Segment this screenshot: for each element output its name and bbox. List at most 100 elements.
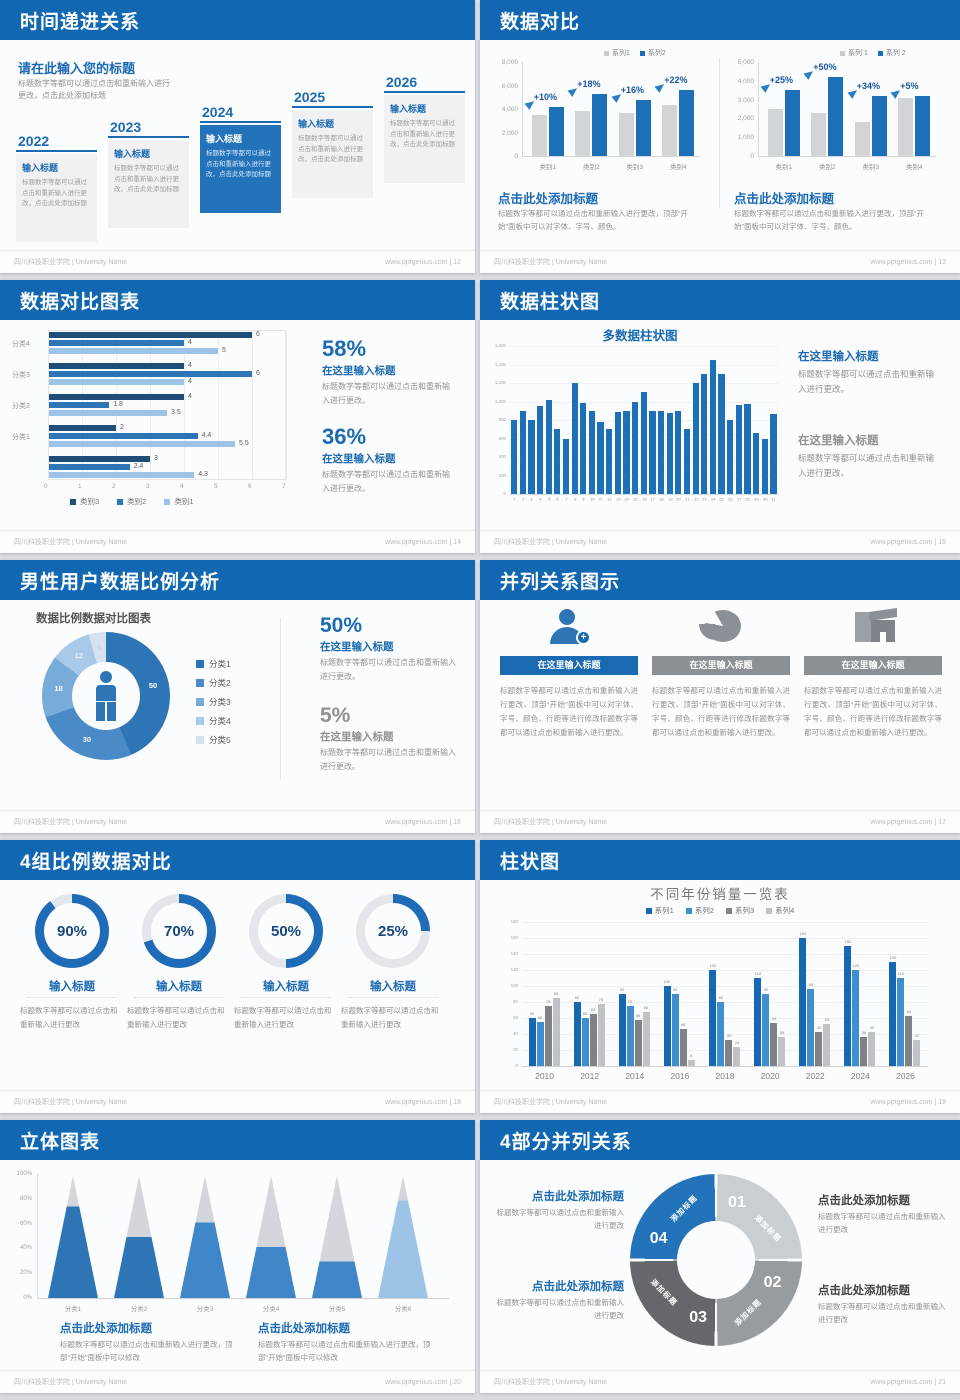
bar (913, 1040, 921, 1066)
x-category-label: 2024 (850, 1071, 870, 1081)
bar (642, 1011, 650, 1066)
bar-value-label: 90 (673, 987, 678, 992)
stat-body-text: 标题数字等都可以通过点击和重新输入进行更改。 (320, 748, 456, 771)
slide-cell: 数据柱状图 多数据柱状图 1,600 1,400 1,200 1,000 800 600 400… (480, 280, 960, 560)
footer-site-page: www.pptgenius.com | 12 (385, 258, 461, 266)
bar (687, 1059, 695, 1066)
slide-thumbnail-17[interactable]: 并列关系图示 + 在这里输入标题 标题数字等都可以通过点击和重新输入进行更改，顶部“开… (480, 560, 960, 833)
y-tick-label: 0 (503, 491, 506, 496)
hbar-value-label: 4.3 (198, 471, 208, 478)
slide-thumbnail-18[interactable]: 4组比例数据对比 90% 输入标题 标题数字等都可以通过点击和重新输入进行更改 70% 输… (0, 840, 475, 1113)
bar-value-label: 130 (889, 955, 897, 960)
column-body-text: 标题数字等都可以通过点击和重新输入进行更改，顶部“开始”面板中可以对字体、字号、… (652, 686, 790, 737)
bar (762, 994, 770, 1066)
legend-swatch (840, 50, 845, 56)
bar-series1 (767, 109, 783, 156)
y-gridline (510, 383, 778, 384)
stat-subtitle: 在这里输入标题 (798, 351, 879, 363)
timeline-box: 输入标题 标题数字等都可以通过点击和重新输入进行更改，点击此处添加标题 (384, 95, 465, 183)
bar (725, 1040, 732, 1066)
timeline-year: 2023 (110, 119, 142, 135)
column-title-bar: 在这里输入标题 (652, 656, 790, 675)
slide-thumbnail-15[interactable]: 数据柱状图 多数据柱状图 1,600 1,400 1,200 1,000 800 600 400… (480, 280, 960, 553)
bar-value-label: 75 (628, 999, 633, 1004)
progress-ring-hole: 50% (258, 903, 314, 959)
chart-title: 多数据柱状图 (602, 329, 678, 343)
y-tick-label: 0 (514, 153, 518, 160)
legend-swatch (196, 717, 204, 725)
footer-site-page: www.pptgenius.com | 20 (385, 1378, 461, 1386)
hbar (48, 441, 235, 447)
legend-label: 系列3 (735, 906, 755, 915)
bar-value-label: 53 (824, 1016, 829, 1022)
legend-swatch (726, 907, 732, 914)
timeline-box-body: 标题数字等都可以通过点击和重新输入进行更改，点击此处添加标题 (22, 179, 87, 208)
timeline-box-title: 输入标题 (298, 119, 335, 129)
block-body-text: 标题数字等都可以通过点击和重新输入进行更改，顶部“开始”面板中可以修改 (258, 1340, 431, 1363)
chart-title: 不同年份销量一览表 (650, 887, 790, 902)
slide-body: 90% 输入标题 标题数字等都可以通过点击和重新输入进行更改 70% 输入标题 标题数字等… (0, 880, 475, 1090)
slide-title: 4组比例数据对比 (20, 851, 172, 873)
slide-thumbnail-19[interactable]: 柱状图 不同年份销量一览表 系列1 系列2 系列3 系列4 180 160 140 120 100 8… (480, 840, 960, 1113)
timeline-box-title: 输入标题 (22, 163, 59, 173)
bar (597, 421, 604, 494)
bar-series2 (548, 106, 564, 156)
x-tick-label: 31 (771, 497, 776, 502)
block-heading: 点击此处添加标题 (258, 1323, 350, 1335)
slide-thumbnail-13[interactable]: 数据对比 系列1 系列2 8,000 6,000 4,000 2,000 0 +10% 类别1 +1… (480, 0, 960, 273)
slide-thumbnail-14[interactable]: 数据对比图表 0 1 2 3 4 5 6 7 分类4 6 4 5 分类3 4 6 4 分类2 4 1.8 3.5 分类1 2… (0, 280, 475, 553)
legend-item: 系列2 (685, 905, 714, 916)
slide-body: 0 1 2 3 4 5 6 7 分类4 6 4 5 分类3 4 6 4 分类2 4 1.8 3.5 分类1 2 4.4 5.5… (0, 320, 475, 530)
timeline-box: 输入标题 标题数字等都可以通过点击和重新输入进行更改，点击此处添加标题 (200, 125, 281, 213)
timeline-item-2024: 2024 输入标题 标题数字等都可以通过点击和重新输入进行更改，点击此处添加标题 (200, 40, 281, 250)
slide-body: 01 添加标题 02 添加标题 03 添加标题 04 添加标题 点击此处添加标题 标题数字等都可以… (480, 1160, 960, 1370)
male-person-icon (95, 671, 117, 721)
x-category-label: 分类1 (64, 1306, 82, 1313)
x-gridline (116, 330, 117, 480)
x-gridline (184, 330, 185, 480)
footer-site-page: www.pptgenius.com | 17 (870, 818, 946, 826)
bar (554, 429, 561, 494)
hbar (48, 394, 184, 400)
slide-title-bar: 立体图表 (0, 1120, 475, 1160)
x-category-label: 类别1 (775, 164, 793, 171)
slide-cell: 柱状图 不同年份销量一览表 系列1 系列2 系列3 系列4 180 160 140 120 100 8… (480, 840, 960, 1120)
slide-thumbnail-12[interactable]: 时间递进关系 请在此输入您的标题 标题数字等都可以通过点击和重新输入进行更改，点击此… (0, 0, 475, 273)
slide-title: 并列关系图示 (500, 571, 621, 593)
y-tick-label: 2,000 (737, 115, 754, 123)
y-tick-label: 120 (510, 967, 518, 972)
bar (528, 1018, 536, 1066)
bar-series1 (575, 111, 591, 156)
bar-value-label: 36 (861, 1030, 867, 1035)
bar (889, 962, 897, 1066)
x-category-label: 类别4 (669, 164, 687, 171)
footer-school-name: 四川科技职业学院 | University Name (14, 1379, 128, 1386)
y-tick-label: 1,200 (494, 380, 506, 385)
slide-body: + 在这里输入标题 标题数字等都可以通过点击和重新输入进行更改，顶部“开始”面板中可… (480, 600, 960, 810)
x-tick-label: 18 (659, 497, 664, 502)
stat-percent: 5% (320, 704, 351, 727)
x-tick-label: 14 (624, 497, 629, 502)
slide-title: 男性用户数据比例分析 (20, 571, 221, 593)
hbar-value-label: 2 (120, 424, 124, 431)
timeline-box: 输入标题标题数字等都可以通过点击和重新输入进行更改，点击此处添加标题 (16, 154, 97, 242)
chart-legend: 系列1 系列2 系列3 系列4 (480, 905, 960, 916)
x-gridline (218, 330, 219, 480)
legend-item: 分类2 (196, 677, 231, 689)
y-gridline (522, 954, 928, 955)
column-body-text: 标题数字等都可以通过点击和重新输入进行更改，顶部“开始”面板中可以对字体、字号、… (500, 686, 638, 737)
x-category-label: 2020 (760, 1071, 780, 1081)
hbar (48, 456, 150, 462)
bar (536, 1022, 544, 1066)
x-category-label: 2026 (895, 1071, 915, 1081)
block-body-text: 标题数字等都可以通过点击和重新输入进行更改 (496, 1208, 625, 1231)
legend-item: 类别1 (164, 496, 194, 507)
slide-body: 系列1 系列2 8,000 6,000 4,000 2,000 0 +10% 类别1 +18% 类别… (480, 40, 960, 250)
slide-thumbnail-21[interactable]: 4部分并列关系 01 添加标题 02 添加标题 03 添加标题 04 添加标题 点击此处添加标题标… (480, 1120, 960, 1393)
bar-series2 (592, 93, 608, 156)
slide-thumbnail-16[interactable]: 男性用户数据比例分析 数据比例数据对比图表 50 30 18 12 5 分类1 分类2 分类3 分类… (0, 560, 475, 833)
slide-thumbnail-20[interactable]: 立体图表 100% 80% 60% 40% 20% 0% 分类1 分类2 分类3 分类4 分类5 分类6… (0, 1120, 475, 1393)
bar-value-label: 68 (644, 1004, 649, 1010)
bar-series2 (828, 77, 844, 156)
x-category-label: 类别3 (862, 164, 880, 171)
